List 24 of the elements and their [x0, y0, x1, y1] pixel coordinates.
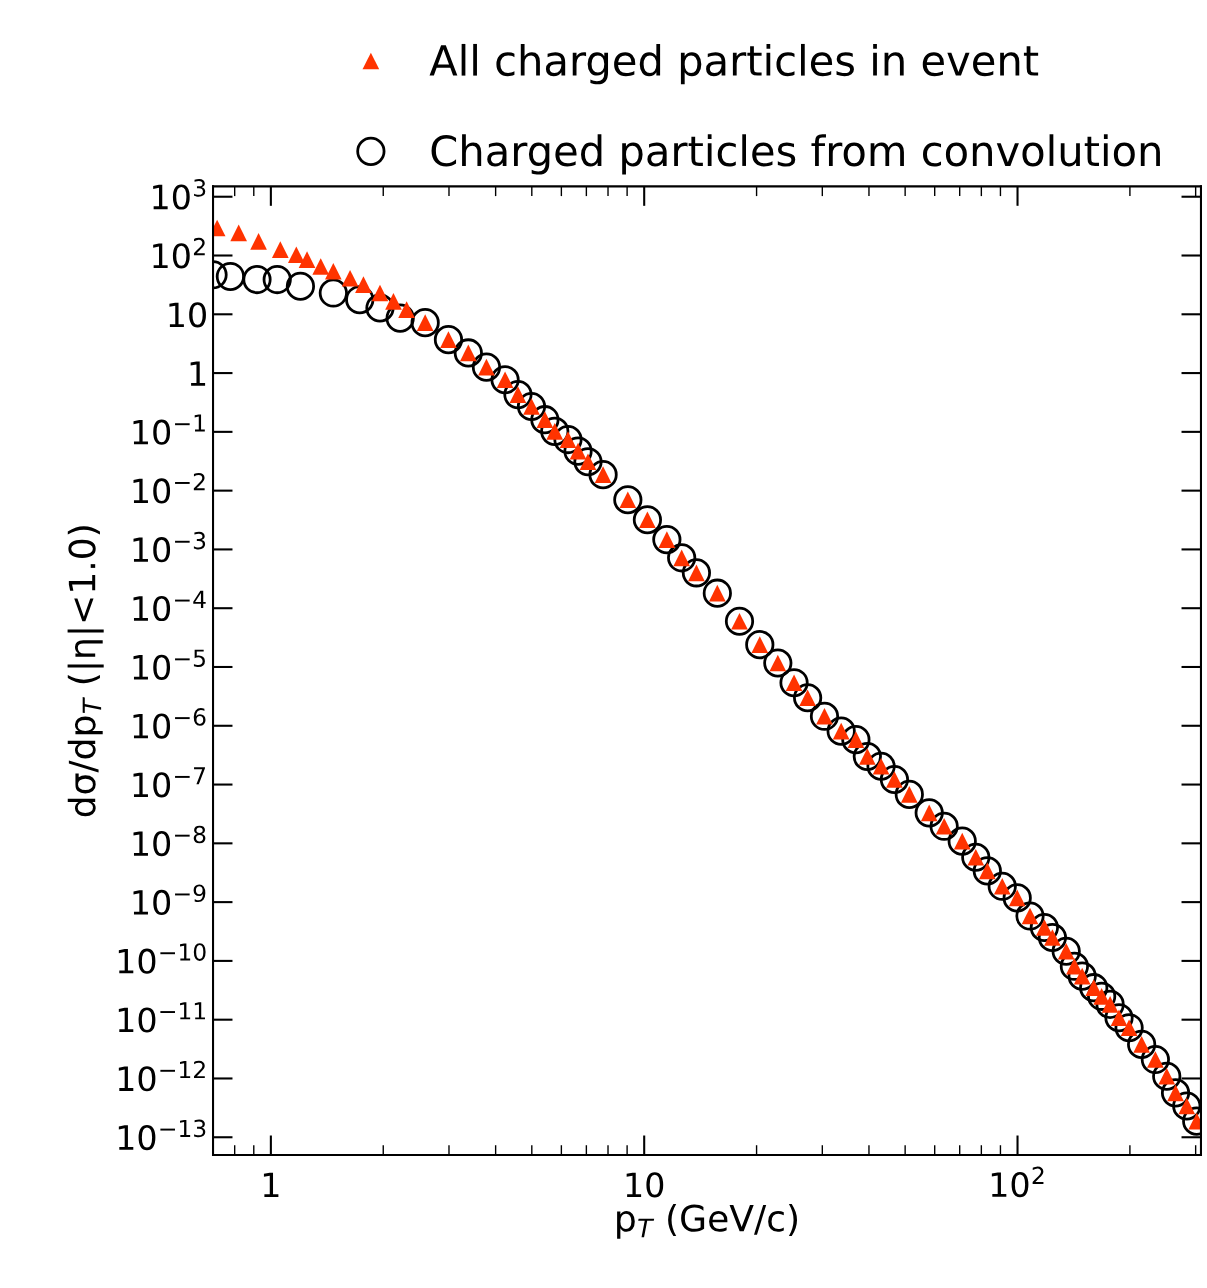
y-tick-label: 1 — [190, 361, 206, 386]
y-tick-label: 10$^{−9}$ — [133, 884, 206, 915]
y-tick-label: 10$^{3}$ — [153, 179, 206, 210]
x-axis-title: p$_{T}$ (GeV/c) — [617, 1203, 797, 1239]
y-tick-label: 10$^{−5}$ — [133, 649, 205, 680]
y-tick-label: 10 — [169, 302, 206, 328]
x-tick-label: 1 — [263, 1172, 279, 1197]
y-tick-label: 10$^{−6}$ — [133, 708, 206, 739]
y-tick-label: 10$^{−11}$ — [118, 1002, 205, 1033]
y-tick-label: 10$^{−7}$ — [133, 767, 205, 798]
y-axis-title: dσ/dp$_{T}$ (|η|<1.0) — [67, 526, 104, 817]
y-tick-label: 10$^{2}$ — [153, 237, 205, 269]
y-tick-label: 10$^{−3}$ — [133, 531, 206, 563]
y-tick-label: 10$^{−13}$ — [118, 1119, 206, 1151]
x-tick-label: 10 — [626, 1172, 664, 1198]
y-tick-label: 10$^{−8}$ — [133, 825, 206, 857]
y-tick-label: 10$^{−2}$ — [133, 472, 205, 504]
y-tick-label: 10$^{−10}$ — [118, 943, 206, 974]
y-tick-label: 10$^{−4}$ — [133, 590, 206, 622]
x-tick-label: 10$^{2}$ — [991, 1166, 1044, 1198]
legend-label: All charged particles in event — [429, 43, 1039, 85]
y-tick-label: 10$^{−12}$ — [118, 1060, 205, 1092]
legend-label: Charged particles from convolution — [431, 134, 1160, 175]
y-tick-label: 10$^{−1}$ — [133, 414, 205, 445]
